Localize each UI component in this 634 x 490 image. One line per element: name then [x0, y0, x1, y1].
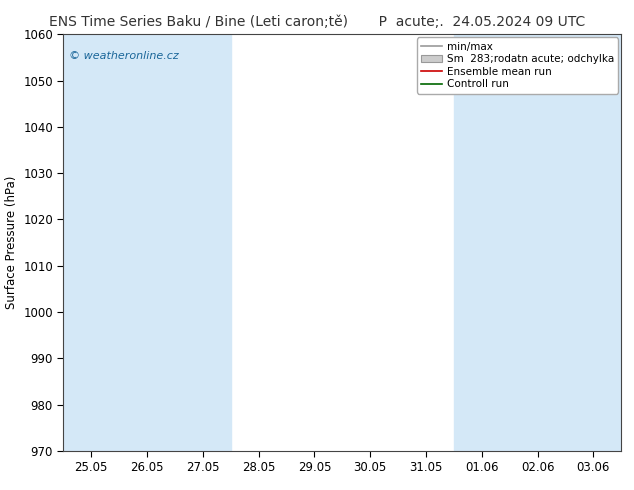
Bar — [119, 34, 231, 451]
Bar — [566, 34, 621, 451]
Legend: min/max, Sm  283;rodatn acute; odchylka, Ensemble mean run, Controll run: min/max, Sm 283;rodatn acute; odchylka, … — [417, 37, 618, 94]
Text: ENS Time Series Baku / Bine (Leti caron;tě)       P  acute;.  24.05.2024 09 UTC: ENS Time Series Baku / Bine (Leti caron;… — [49, 15, 585, 29]
Text: © weatheronline.cz: © weatheronline.cz — [69, 51, 179, 61]
Y-axis label: Surface Pressure (hPa): Surface Pressure (hPa) — [4, 176, 18, 309]
Bar — [63, 34, 119, 451]
Bar — [454, 34, 566, 451]
